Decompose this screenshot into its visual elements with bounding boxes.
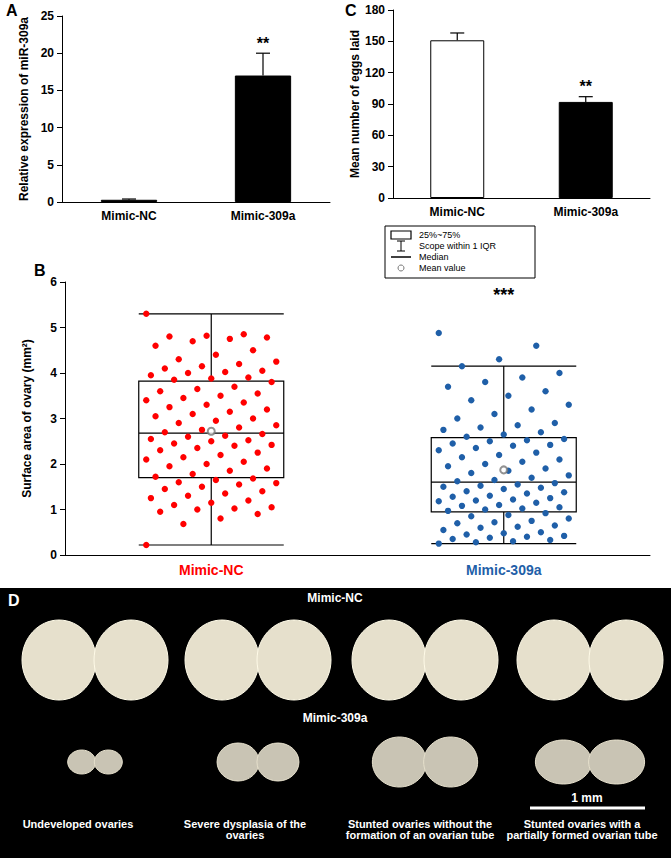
svg-text:5: 5 (47, 158, 54, 172)
svg-text:3: 3 (50, 412, 57, 426)
svg-text:4: 4 (50, 366, 57, 380)
svg-text:Mimic-NC: Mimic-NC (307, 591, 363, 605)
svg-text:20: 20 (41, 46, 55, 60)
svg-text:25%~75%: 25%~75% (419, 230, 460, 240)
svg-text:**: ** (257, 35, 270, 52)
svg-text:90: 90 (372, 97, 386, 111)
svg-text:Mimic-309a: Mimic-309a (553, 205, 618, 219)
svg-text:**: ** (580, 78, 593, 95)
svg-text:Mimic-309a: Mimic-309a (303, 711, 368, 725)
svg-text:15: 15 (41, 83, 55, 97)
svg-text:B: B (34, 262, 46, 279)
svg-text:Mean value: Mean value (419, 263, 466, 273)
svg-text:Surface area of ovary (mm²): Surface area of ovary (mm²) (20, 339, 34, 498)
svg-text:180: 180 (365, 3, 385, 17)
svg-text:Median: Median (419, 252, 449, 262)
svg-text:2: 2 (50, 457, 57, 471)
svg-text:Mean number of eggs laid: Mean number of eggs laid (348, 30, 362, 178)
svg-text:Relative expression of miR-309: Relative expression of miR-309a (17, 17, 31, 201)
svg-text:Stunted ovaries with a: Stunted ovaries with a (523, 817, 641, 830)
svg-text:0: 0 (47, 195, 54, 209)
svg-text:1: 1 (50, 503, 57, 517)
svg-text:60: 60 (372, 128, 386, 142)
svg-text:Mimic-NC: Mimic-NC (101, 209, 157, 223)
svg-text:Mimic-309a: Mimic-309a (231, 209, 296, 223)
svg-text:1 mm: 1 mm (571, 791, 602, 805)
svg-text:Mimic-NC: Mimic-NC (179, 562, 244, 578)
svg-text:120: 120 (365, 66, 385, 80)
svg-text:150: 150 (365, 34, 385, 48)
svg-text:A: A (6, 2, 18, 19)
svg-text:0: 0 (378, 191, 385, 205)
svg-text:5: 5 (50, 321, 57, 335)
svg-text:Stunted ovaries without the: Stunted ovaries without the (347, 817, 493, 830)
svg-text:25: 25 (41, 9, 55, 23)
svg-text:30: 30 (372, 160, 386, 174)
svg-text:Mimic-NC: Mimic-NC (430, 205, 486, 219)
svg-text:***: *** (493, 285, 514, 305)
svg-text:D: D (8, 592, 20, 609)
svg-text:formation of an ovarian tube: formation of an ovarian tube (346, 829, 495, 841)
svg-text:Severe dysplasia of the: Severe dysplasia of the (183, 817, 307, 830)
svg-text:Undeveloped ovaries: Undeveloped ovaries (23, 818, 134, 830)
svg-text:10: 10 (41, 121, 55, 135)
svg-text:partially formed ovarian tube: partially formed ovarian tube (507, 829, 658, 841)
svg-text:0: 0 (50, 548, 57, 562)
svg-text:ovaries: ovaries (226, 829, 265, 841)
svg-text:6: 6 (50, 275, 57, 289)
svg-text:Scope within 1 IQR: Scope within 1 IQR (419, 241, 497, 251)
svg-text:Mimic-309a: Mimic-309a (466, 562, 542, 578)
svg-text:C: C (345, 2, 357, 19)
